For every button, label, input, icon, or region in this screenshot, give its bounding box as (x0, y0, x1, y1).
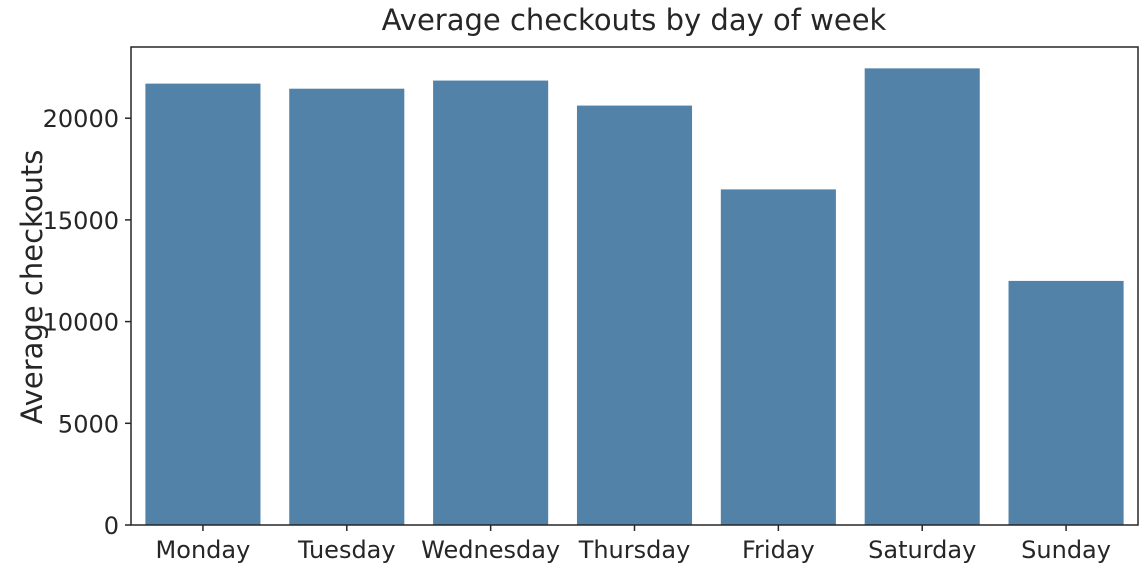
bar-sunday (1008, 280, 1124, 525)
bar-monday (145, 83, 261, 525)
x-tick-label-sunday: Sunday (1021, 536, 1111, 564)
bar-friday (720, 189, 836, 525)
y-tick-label: 5000 (58, 410, 119, 438)
x-tick-label-wednesday: Wednesday (421, 536, 560, 564)
bar-thursday (576, 105, 693, 525)
y-tick-label: 15000 (43, 207, 119, 235)
y-axis-ticks: 0 5000 10000 15000 20000 (43, 105, 131, 540)
y-tick-label: 0 (104, 512, 119, 540)
x-tick-label-monday: Monday (156, 536, 251, 564)
y-tick-label: 20000 (43, 105, 119, 133)
x-axis-ticks: Monday Tuesday Wednesday Thursday Friday Satu… (156, 525, 1111, 564)
y-axis-label: Average checkouts (15, 150, 49, 425)
plot-frame (130, 46, 1139, 526)
x-tick-label-thursday: Thursday (578, 536, 691, 564)
x-tick-label-friday: Friday (742, 536, 815, 564)
y-tick-label: 10000 (43, 309, 119, 337)
chart-title: Average checkouts by day of week (382, 3, 887, 37)
x-tick-label-saturday: Saturday (868, 536, 976, 564)
bars-layer (145, 68, 1124, 525)
x-tick-label-tuesday: Tuesday (297, 536, 396, 564)
bar-saturday (864, 68, 980, 525)
bar-wednesday (433, 80, 549, 525)
bar-tuesday (289, 88, 405, 525)
